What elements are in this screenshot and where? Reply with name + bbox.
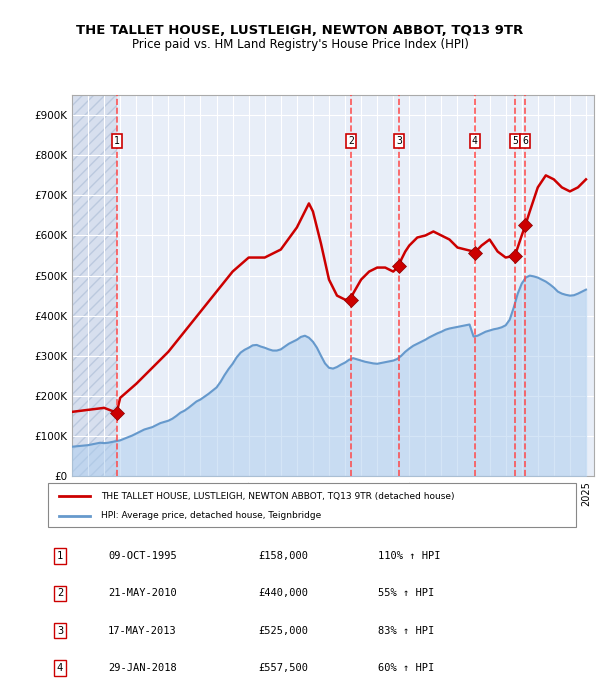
Text: £440,000: £440,000 — [258, 588, 308, 598]
Text: Price paid vs. HM Land Registry's House Price Index (HPI): Price paid vs. HM Land Registry's House … — [131, 37, 469, 51]
Text: 09-OCT-1995: 09-OCT-1995 — [108, 551, 177, 561]
FancyBboxPatch shape — [48, 483, 576, 527]
Text: 2: 2 — [348, 136, 354, 146]
Text: 29-JAN-2018: 29-JAN-2018 — [108, 663, 177, 673]
Text: 6: 6 — [523, 136, 528, 146]
Text: £525,000: £525,000 — [258, 626, 308, 636]
Text: £158,000: £158,000 — [258, 551, 308, 561]
Text: 4: 4 — [57, 663, 63, 673]
Text: THE TALLET HOUSE, LUSTLEIGH, NEWTON ABBOT, TQ13 9TR: THE TALLET HOUSE, LUSTLEIGH, NEWTON ABBO… — [76, 24, 524, 37]
Text: 17-MAY-2013: 17-MAY-2013 — [108, 626, 177, 636]
Text: 1: 1 — [57, 551, 63, 561]
Text: 3: 3 — [397, 136, 402, 146]
Text: THE TALLET HOUSE, LUSTLEIGH, NEWTON ABBOT, TQ13 9TR (detached house): THE TALLET HOUSE, LUSTLEIGH, NEWTON ABBO… — [101, 492, 454, 500]
Text: 1: 1 — [114, 136, 119, 146]
Text: 21-MAY-2010: 21-MAY-2010 — [108, 588, 177, 598]
Text: 3: 3 — [57, 626, 63, 636]
Text: 83% ↑ HPI: 83% ↑ HPI — [378, 626, 434, 636]
Text: 110% ↑ HPI: 110% ↑ HPI — [378, 551, 440, 561]
Text: £557,500: £557,500 — [258, 663, 308, 673]
Text: HPI: Average price, detached house, Teignbridge: HPI: Average price, detached house, Teig… — [101, 511, 321, 520]
Bar — [72, 95, 116, 476]
Text: 5: 5 — [512, 136, 518, 146]
Text: 60% ↑ HPI: 60% ↑ HPI — [378, 663, 434, 673]
Text: 2: 2 — [57, 588, 63, 598]
Text: 4: 4 — [472, 136, 478, 146]
Text: 55% ↑ HPI: 55% ↑ HPI — [378, 588, 434, 598]
